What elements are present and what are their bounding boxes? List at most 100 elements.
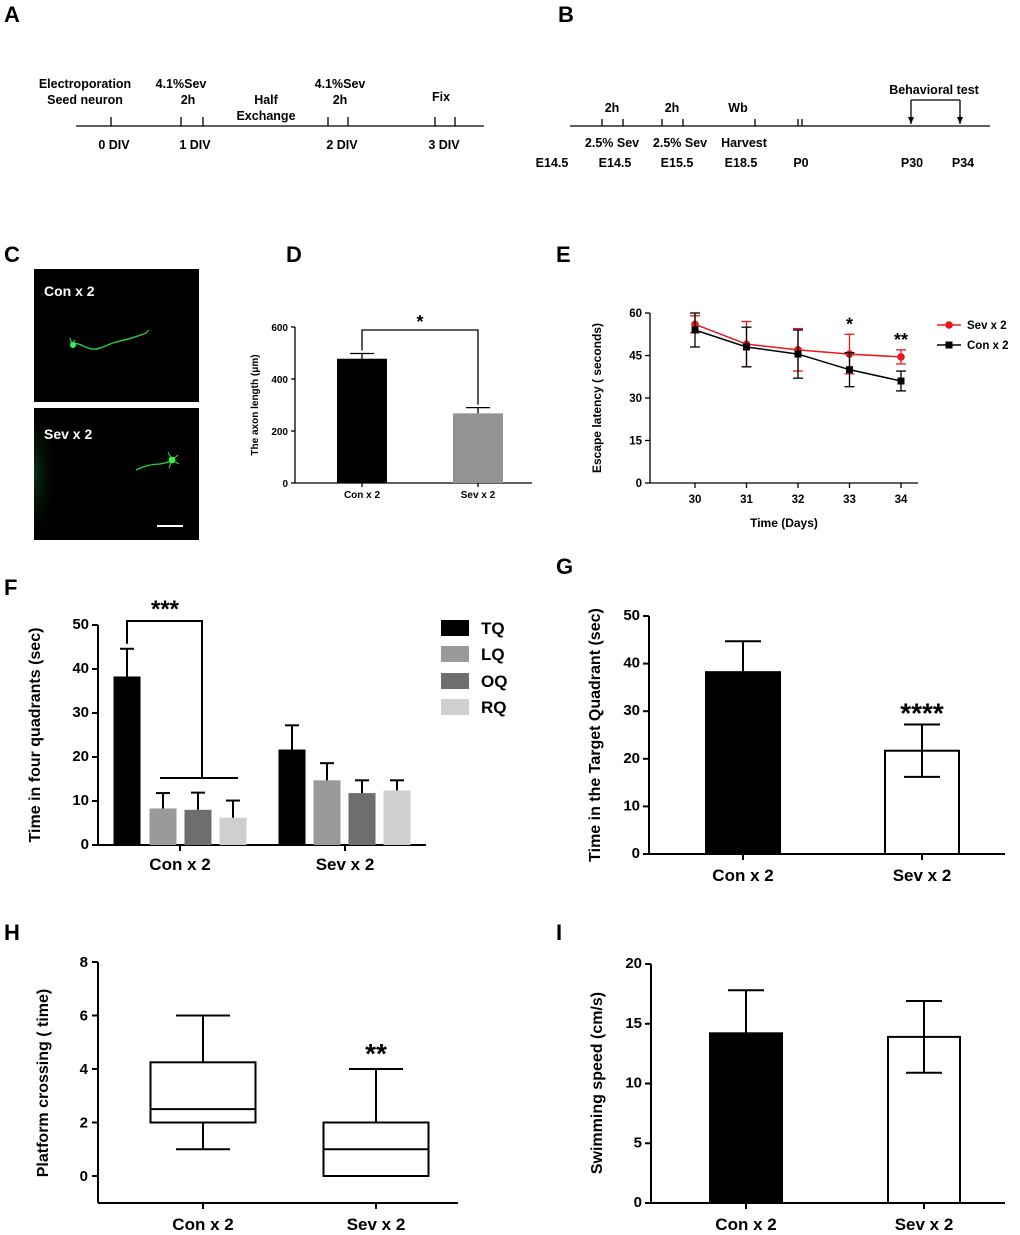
bar [149, 808, 177, 845]
micrograph-bottom: Sev x 2 [34, 408, 199, 540]
y-axis-label: Escape latency ( seconds) [590, 323, 604, 473]
y-tick-label: 10 [625, 1075, 642, 1092]
label-e15-5: E15.5 [661, 156, 694, 170]
timeline-a: Electroporation Seed neuron 4.1%Sev 2h H… [39, 77, 484, 152]
panel-letter-e: E [556, 242, 571, 267]
x-tick-label: Sev x 2 [316, 855, 375, 874]
bar [453, 413, 503, 483]
y-tick-label: 0 [634, 1194, 642, 1211]
legend-swatch [441, 699, 469, 715]
y-tick-label: 20 [625, 955, 642, 972]
bar [278, 749, 306, 845]
box [149, 1061, 257, 1124]
y-tick-label: 50 [623, 607, 640, 624]
chart-e-escape-latency: 0 15 30 45 60 Escape latency ( seconds) 30 31 32… [590, 308, 1009, 530]
label-3-div: 3 DIV [428, 138, 460, 152]
chart-f-four-quadrants: 0 10 20 30 40 50 Time in four quadrants (sec) C… [27, 596, 507, 874]
panel-letter-b: B [558, 2, 574, 27]
x-tick-label: Con x 2 [344, 490, 381, 501]
chart-i-swimming-speed: 0 5 10 15 20 Swimming speed (cm/s) Con x 2 Sev … [589, 955, 1005, 1234]
label-seed-neuron: Seed neuron [47, 93, 123, 107]
label-wb: Wb [728, 101, 748, 115]
y-tick-label: 5 [634, 1134, 642, 1151]
significance-label: *** [151, 596, 180, 623]
panel-letter-h: H [4, 920, 20, 945]
y-tick-label: 0 [632, 845, 640, 862]
x-tick-label: 34 [895, 494, 908, 506]
label-2h-1: 2h [181, 93, 196, 107]
label-p30: P30 [901, 156, 923, 170]
x-axis-label: Time (Days) [750, 516, 818, 530]
x-tick-label: Sev x 2 [893, 866, 952, 885]
x-tick-label: 33 [843, 494, 856, 506]
neuron-soma [70, 342, 76, 348]
significance-label: * [416, 312, 423, 332]
bar [383, 790, 411, 845]
data-point [743, 343, 750, 351]
label-sev-1: 4.1%Sev [156, 77, 207, 91]
neuron-axon [71, 332, 147, 350]
y-axis-label: Time in the Target Quadrant (sec) [587, 608, 604, 862]
x-tick-label: 32 [792, 494, 805, 506]
label-fix: Fix [432, 90, 450, 104]
legend-label: OQ [481, 672, 507, 691]
x-tick-label: Con x 2 [715, 1215, 776, 1234]
y-tick-label: 20 [72, 748, 89, 765]
y-tick-label: 0 [80, 1168, 88, 1185]
x-tick-label: Con x 2 [712, 866, 773, 885]
legend-swatch [441, 646, 469, 662]
label-2h-2: 2h [333, 93, 348, 107]
y-axis-label: Platform crossing ( time) [35, 989, 52, 1177]
label-p34: P34 [952, 156, 974, 170]
bar [219, 817, 247, 845]
panel-letter-a: A [4, 2, 20, 27]
bar [705, 671, 781, 856]
arrowhead-icon [957, 117, 963, 124]
data-point [691, 326, 699, 334]
y-tick-label: 0 [282, 479, 288, 490]
y-tick-label: 600 [271, 323, 288, 334]
y-tick-label: 4 [80, 1061, 89, 1078]
label-e14-5-a: E14.5 [536, 156, 569, 170]
legend-swatch [441, 620, 469, 636]
bar [348, 793, 376, 845]
legend-marker [945, 321, 953, 329]
x-tick-label: Sev x 2 [347, 1215, 406, 1234]
bar [113, 676, 141, 845]
y-axis-label: Swimming speed (cm/s) [589, 992, 606, 1174]
legend-label: Sev x 2 [967, 320, 1007, 332]
label-2-div: 2 DIV [326, 138, 358, 152]
x-tick-label: Sev x 2 [461, 490, 496, 501]
micrograph-top: Con x 2 [34, 269, 199, 402]
panel-letter-i: I [556, 920, 562, 945]
label-b-2h-1: 2h [605, 101, 620, 115]
label-sev-2: 4.1%Sev [315, 77, 366, 91]
label-electroporation: Electroporation [39, 77, 131, 91]
label-0-div: 0 DIV [98, 138, 130, 152]
significance-label: ** [365, 1038, 387, 1069]
legend-label: Con x 2 [967, 340, 1009, 352]
label-half: Half [254, 93, 278, 107]
data-point [897, 377, 905, 385]
y-tick-label: 15 [629, 436, 642, 448]
label-exchange: Exchange [236, 109, 295, 123]
y-tick-label: 400 [271, 375, 288, 386]
y-tick-label: 60 [629, 308, 642, 320]
legend-marker [945, 341, 953, 349]
x-tick-label: 30 [689, 494, 702, 506]
significance-label: * [846, 314, 853, 334]
label-b-2h-2: 2h [665, 101, 680, 115]
arrowhead-icon [908, 117, 914, 124]
significance-bracket [126, 620, 203, 778]
legend-label: RQ [481, 698, 507, 717]
y-axis-label: Time in four quadrants (sec) [27, 628, 44, 843]
significance-label: **** [900, 698, 944, 729]
y-tick-label: 2 [80, 1115, 88, 1132]
x-tick-label: Con x 2 [149, 855, 210, 874]
label-b-sev-1: 2.5% Sev [585, 136, 639, 150]
micrograph-top-background [34, 269, 199, 402]
micrograph-bottom-label: Sev x 2 [44, 426, 92, 442]
x-tick-label: Sev x 2 [895, 1215, 954, 1234]
micrograph-top-label: Con x 2 [44, 283, 95, 299]
significance-bracket [361, 329, 479, 405]
